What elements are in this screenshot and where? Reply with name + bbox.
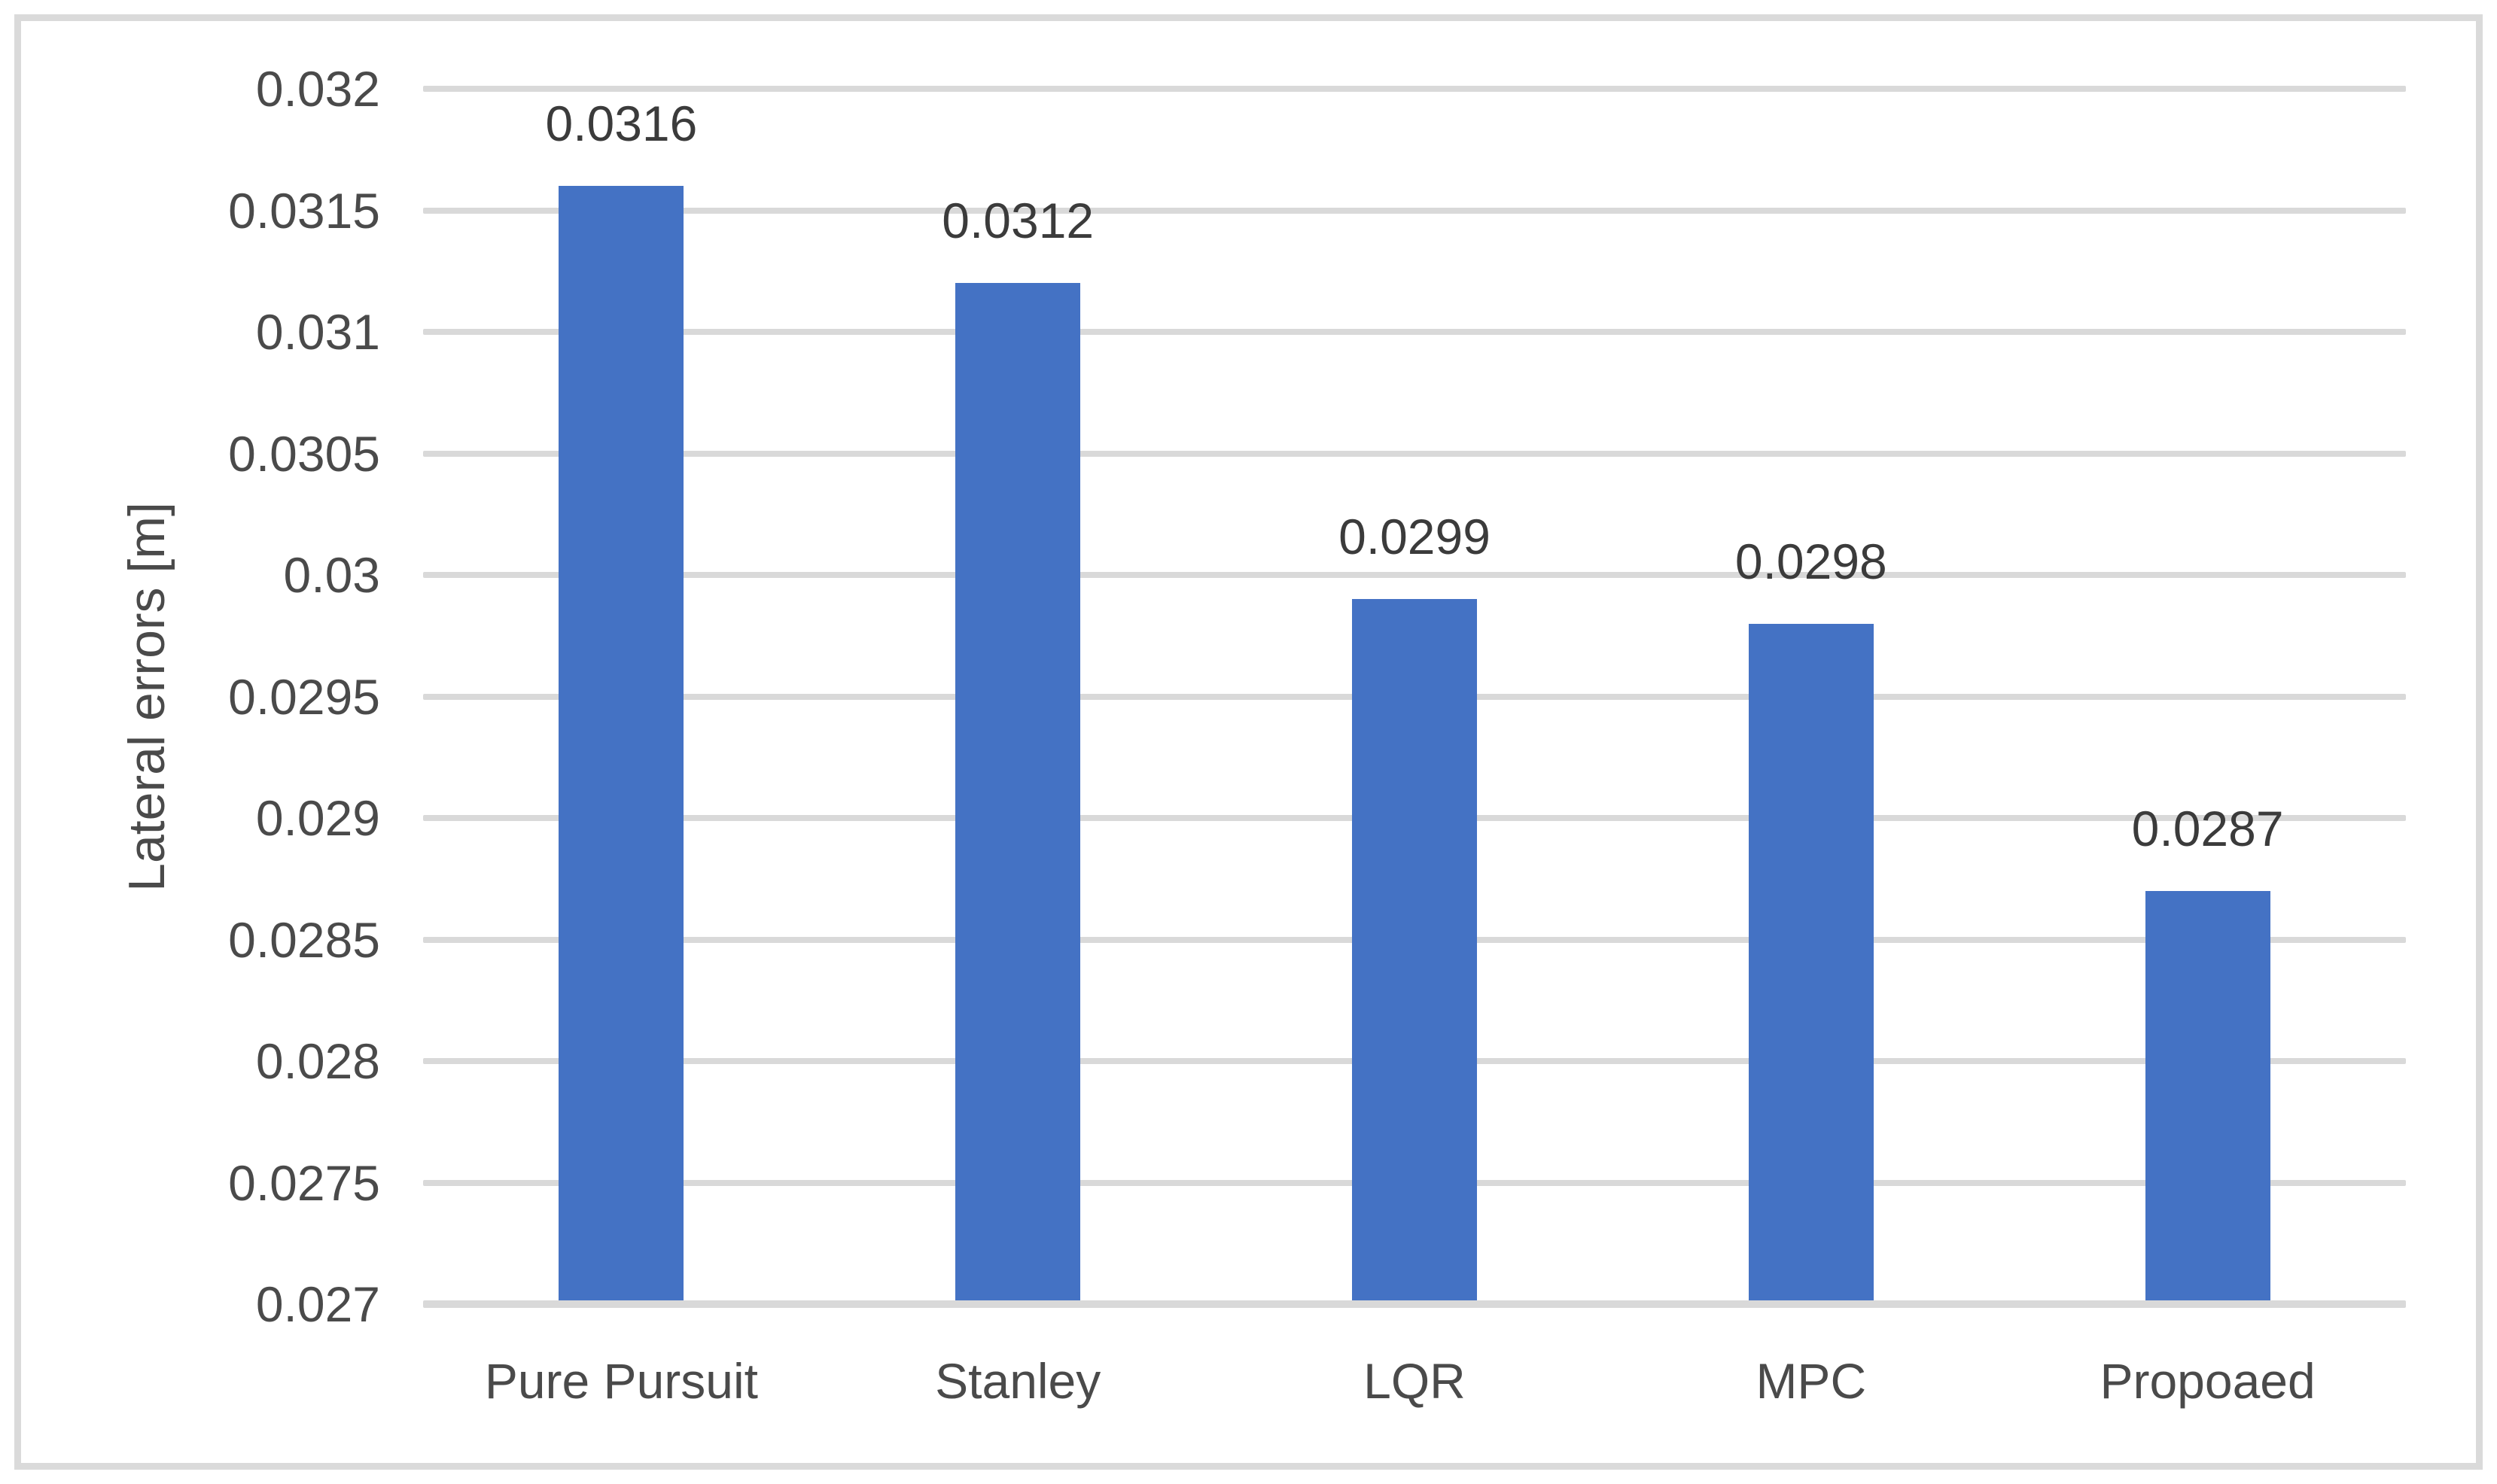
chart-border-frame [14,14,2483,1470]
y-tick-label: 0.03 [283,547,380,603]
bar-lqr [1352,599,1477,1300]
x-category-label: LQR [1363,1353,1466,1409]
y-tick-label: 0.028 [255,1033,380,1089]
y-tick-label: 0.0315 [228,182,380,239]
x-category-label: Stanley [935,1353,1101,1409]
bar-data-label: 0.0298 [1734,533,1887,589]
y-tick-label: 0.0305 [228,425,380,482]
bar-propoaed [2145,890,2270,1300]
bar-data-label: 0.0287 [2131,800,2284,856]
y-tick-label: 0.029 [255,790,380,846]
y-tick-label: 0.0285 [228,911,380,968]
y-tick-label: 0.0295 [228,668,380,725]
y-tick-label: 0.0275 [228,1154,380,1211]
y-tick-label: 0.032 [255,61,380,117]
y-tick-label: 0.027 [255,1276,380,1332]
bar-data-label: 0.0312 [942,193,1095,249]
x-category-label: Pure Pursuit [484,1353,758,1409]
gridline [423,86,2406,92]
gridline [423,450,2406,457]
bar-data-label: 0.0316 [545,96,698,152]
x-axis-line [423,1300,2406,1308]
x-category-label: Propoaed [2100,1353,2316,1409]
bar-pure-pursuit [559,186,684,1300]
y-tick-label: 0.031 [255,304,380,360]
gridline [423,329,2406,335]
gridline [423,572,2406,578]
bar-stanley [955,283,1081,1300]
bar-mpc [1748,623,1874,1300]
x-category-label: MPC [1756,1353,1867,1409]
gridline [423,207,2406,214]
bar-data-label: 0.0299 [1338,509,1491,565]
